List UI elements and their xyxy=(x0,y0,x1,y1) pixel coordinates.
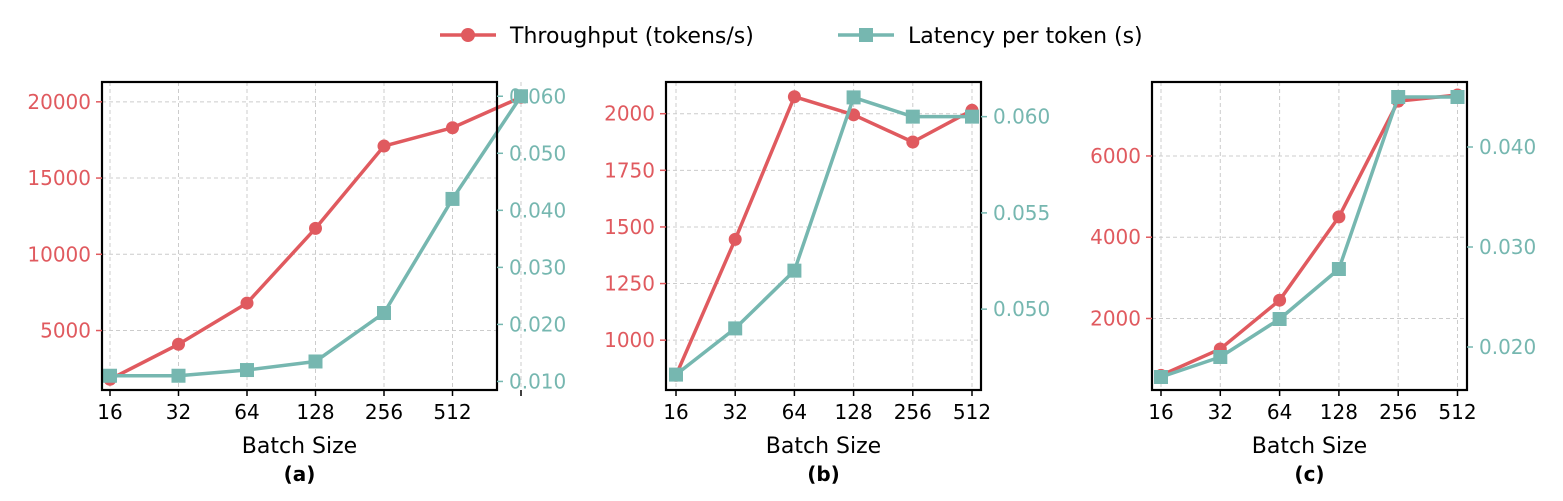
legend-latency-marker xyxy=(859,28,873,42)
panel-caption: (b) xyxy=(807,462,840,486)
chart-panel-3: 2000 4000 6000 0.020 0.030 0.040 16 32 64 128 256 5… xyxy=(1090,80,1536,486)
x-tick-label: 512 xyxy=(1438,400,1476,424)
left-tick-label: 1250 xyxy=(604,272,655,296)
latency-point xyxy=(905,109,920,124)
x-tick-label: 16 xyxy=(1148,400,1173,424)
x-tick-label: 16 xyxy=(663,400,688,424)
right-tick-label: 0.050 xyxy=(509,141,566,165)
x-tick-label: 64 xyxy=(1267,400,1292,424)
latency-point xyxy=(1154,370,1168,384)
throughput-point xyxy=(728,232,742,246)
latency-point xyxy=(171,368,186,383)
panel-caption: (c) xyxy=(1294,462,1324,486)
left-tick-label: 2000 xyxy=(1090,306,1141,330)
x-tick-label: 32 xyxy=(166,400,191,424)
left-tick-label: 5000 xyxy=(40,319,91,343)
latency-series-line xyxy=(1160,95,1458,379)
latency-point xyxy=(445,191,460,206)
left-tick-label: 1750 xyxy=(604,158,655,182)
throughput-series-line xyxy=(1160,93,1458,377)
throughput-point xyxy=(240,296,254,310)
chart-panel-1: 5000 10000 15000 20000 0.010 0.020 0.030 0.040 0… xyxy=(27,80,566,486)
right-tick-label: 0.060 xyxy=(993,105,1050,129)
throughput-point xyxy=(446,121,459,135)
panel-caption: (a) xyxy=(284,462,316,486)
throughput-point xyxy=(787,90,801,104)
x-tick-label: 256 xyxy=(365,400,403,424)
latency-point xyxy=(103,368,117,383)
x-tick-label: 256 xyxy=(894,400,932,424)
left-tick-label: 10000 xyxy=(27,242,91,266)
latency-point xyxy=(240,363,254,378)
right-tick-label: 0.030 xyxy=(509,255,566,279)
legend-throughput-marker xyxy=(461,28,475,42)
left-tick-label: 2000 xyxy=(604,102,655,126)
x-axis-label: Batch Size xyxy=(242,434,357,459)
left-tick-label: 1500 xyxy=(604,215,655,239)
throughput-point xyxy=(1273,293,1287,307)
x-axis-label: Batch Size xyxy=(766,434,881,459)
latency-point xyxy=(1450,90,1465,104)
right-tick-label: 0.020 xyxy=(509,312,566,336)
x-tick-label: 512 xyxy=(953,400,991,424)
axes-frame xyxy=(664,80,983,392)
latency-point xyxy=(787,263,802,278)
x-tick-label: 32 xyxy=(722,400,747,424)
x-tick-label: 256 xyxy=(1379,400,1417,424)
right-tick-label: 0.030 xyxy=(1479,235,1536,259)
right-tick-label: 0.040 xyxy=(1479,135,1536,159)
axes-frame xyxy=(1150,80,1469,392)
x-tick-label: 512 xyxy=(433,400,471,424)
right-tick-label: 0.055 xyxy=(993,201,1050,225)
left-tick-label: 1000 xyxy=(604,328,655,352)
chart-panels: 5000 10000 15000 20000 0.010 0.020 0.030 0.040 0… xyxy=(27,80,1536,486)
latency-point xyxy=(1331,262,1346,276)
latency-series-line xyxy=(674,95,972,376)
left-tick-label: 15000 xyxy=(27,166,91,190)
latency-point xyxy=(965,109,979,124)
left-tick-label: 6000 xyxy=(1090,144,1141,168)
chart-panel-2: 1000 1250 1500 1750 2000 0.050 0.055 0.060 16 32 6… xyxy=(604,80,1050,486)
throughput-point xyxy=(309,221,322,235)
x-tick-label: 128 xyxy=(296,400,334,424)
latency-point xyxy=(308,354,323,369)
legend-throughput-label: Throughput (tokens/s) xyxy=(509,24,754,49)
throughput-point xyxy=(172,337,185,351)
legend: Throughput (tokens/s) Latency per token … xyxy=(440,24,1143,49)
x-tick-label: 128 xyxy=(835,400,873,424)
latency-point xyxy=(1272,312,1287,326)
x-tick-label: 32 xyxy=(1208,400,1233,424)
latency-point xyxy=(669,367,683,382)
throughput-point xyxy=(1332,210,1346,224)
latency-point xyxy=(1213,350,1228,364)
latency-point xyxy=(514,89,528,104)
latency-point xyxy=(728,321,743,336)
axes-frame xyxy=(100,80,499,392)
right-tick-label: 0.010 xyxy=(509,369,566,393)
right-tick-label: 0.020 xyxy=(1479,335,1536,359)
right-tick-label: 0.040 xyxy=(509,198,566,222)
x-tick-label: 128 xyxy=(1320,400,1358,424)
throughput-series-line xyxy=(674,94,973,376)
throughput-point xyxy=(906,135,920,149)
latency-point xyxy=(377,306,391,320)
latency-point xyxy=(846,90,861,105)
left-tick-label: 4000 xyxy=(1090,225,1141,249)
x-axis-label: Batch Size xyxy=(1252,434,1367,459)
x-tick-label: 64 xyxy=(234,400,259,424)
throughput-point xyxy=(377,139,391,153)
x-tick-label: 16 xyxy=(97,400,122,424)
latency-point xyxy=(1391,90,1406,104)
x-tick-label: 64 xyxy=(782,400,807,424)
right-tick-label: 0.050 xyxy=(993,297,1050,321)
left-tick-label: 20000 xyxy=(27,90,91,114)
right-tick-label: 0.060 xyxy=(509,84,566,108)
legend-latency-label: Latency per token (s) xyxy=(908,24,1143,49)
